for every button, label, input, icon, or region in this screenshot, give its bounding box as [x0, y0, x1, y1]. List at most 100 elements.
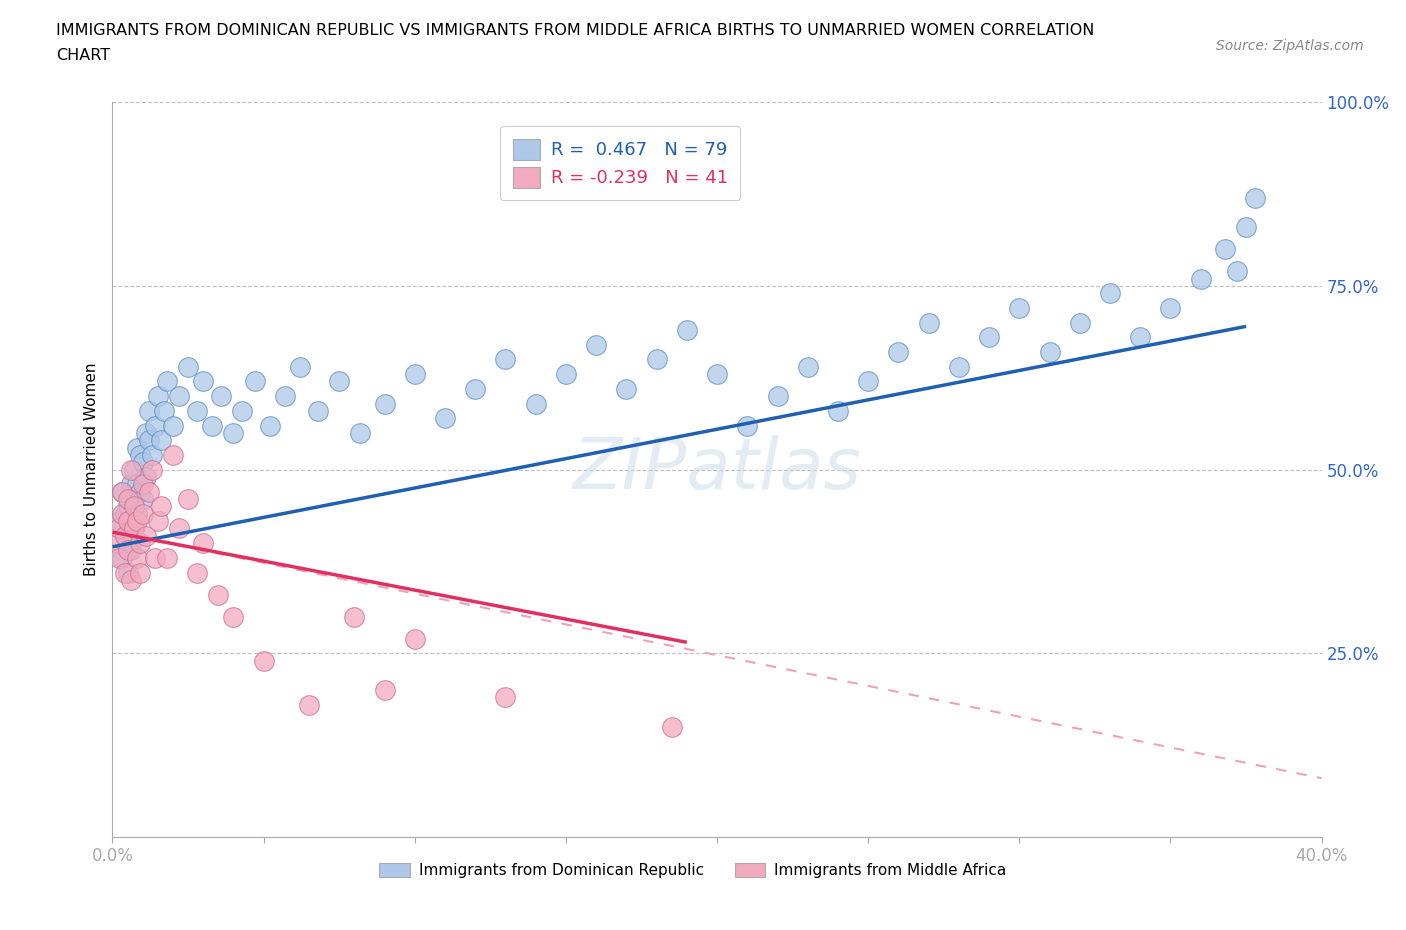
- Point: [349, 426, 371, 441]
- Point: [201, 418, 224, 433]
- Point: [259, 418, 281, 433]
- Point: [191, 536, 214, 551]
- Point: [122, 521, 145, 536]
- Point: [274, 389, 297, 404]
- Point: [554, 366, 576, 381]
- Point: [114, 506, 136, 521]
- Point: [117, 565, 139, 580]
- Point: [737, 418, 759, 433]
- Point: [495, 690, 517, 705]
- Point: [288, 359, 311, 374]
- Point: [135, 426, 157, 441]
- Point: [167, 521, 190, 536]
- Point: [404, 366, 426, 381]
- Point: [675, 323, 697, 338]
- Point: [122, 498, 145, 513]
- Text: CHART: CHART: [56, 48, 110, 63]
- Point: [128, 485, 150, 499]
- Point: [143, 551, 166, 565]
- Point: [156, 374, 179, 389]
- Point: [645, 352, 668, 367]
- Point: [243, 374, 266, 389]
- Point: [107, 551, 129, 565]
- Point: [616, 381, 638, 396]
- Text: ZIPatlas: ZIPatlas: [572, 435, 862, 504]
- Point: [856, 374, 880, 389]
- Point: [1234, 219, 1257, 234]
- Point: [135, 470, 157, 485]
- Point: [343, 609, 366, 624]
- Point: [146, 513, 169, 528]
- Point: [120, 573, 142, 588]
- Point: [162, 418, 184, 433]
- Point: [114, 565, 136, 580]
- Point: [222, 609, 245, 624]
- Point: [107, 513, 129, 528]
- Point: [1069, 315, 1091, 330]
- Point: [307, 404, 329, 418]
- Text: Source: ZipAtlas.com: Source: ZipAtlas.com: [1216, 39, 1364, 53]
- Point: [918, 315, 941, 330]
- Point: [138, 404, 160, 418]
- Point: [135, 528, 157, 543]
- Point: [104, 536, 127, 551]
- Point: [1129, 330, 1152, 345]
- Point: [132, 455, 155, 470]
- Point: [827, 404, 849, 418]
- Point: [1213, 242, 1236, 257]
- Point: [661, 720, 683, 735]
- Point: [128, 447, 150, 462]
- Point: [156, 551, 179, 565]
- Point: [207, 587, 229, 602]
- Point: [1098, 286, 1121, 300]
- Point: [125, 513, 148, 528]
- Point: [495, 352, 517, 367]
- Point: [149, 498, 172, 513]
- Point: [1008, 300, 1031, 315]
- Point: [298, 698, 321, 712]
- Point: [143, 418, 166, 433]
- Point: [128, 565, 150, 580]
- Point: [1038, 345, 1062, 360]
- Point: [1159, 300, 1181, 315]
- Y-axis label: Births to Unmarried Women: Births to Unmarried Women: [83, 363, 98, 577]
- Point: [328, 374, 350, 389]
- Point: [110, 506, 132, 521]
- Point: [209, 389, 232, 404]
- Point: [128, 536, 150, 551]
- Point: [162, 447, 184, 462]
- Point: [253, 653, 276, 668]
- Point: [120, 543, 142, 558]
- Point: [149, 432, 172, 447]
- Point: [132, 506, 155, 521]
- Text: IMMIGRANTS FROM DOMINICAN REPUBLIC VS IMMIGRANTS FROM MIDDLE AFRICA BIRTHS TO UN: IMMIGRANTS FROM DOMINICAN REPUBLIC VS IM…: [56, 23, 1095, 38]
- Point: [110, 485, 132, 499]
- Point: [186, 565, 208, 580]
- Point: [114, 528, 136, 543]
- Point: [1244, 191, 1267, 206]
- Point: [117, 513, 139, 528]
- Point: [120, 462, 142, 477]
- Point: [191, 374, 214, 389]
- Point: [122, 492, 145, 507]
- Point: [117, 498, 139, 513]
- Point: [167, 389, 190, 404]
- Point: [1226, 264, 1249, 279]
- Point: [138, 432, 160, 447]
- Point: [524, 396, 547, 411]
- Point: [107, 521, 129, 536]
- Point: [977, 330, 1000, 345]
- Point: [404, 631, 426, 646]
- Point: [177, 492, 200, 507]
- Point: [374, 396, 396, 411]
- Point: [766, 389, 789, 404]
- Point: [125, 506, 148, 521]
- Point: [141, 462, 163, 477]
- Point: [125, 551, 148, 565]
- Point: [948, 359, 970, 374]
- Point: [117, 536, 139, 551]
- Point: [374, 683, 396, 698]
- Point: [222, 426, 245, 441]
- Point: [796, 359, 818, 374]
- Point: [120, 477, 142, 492]
